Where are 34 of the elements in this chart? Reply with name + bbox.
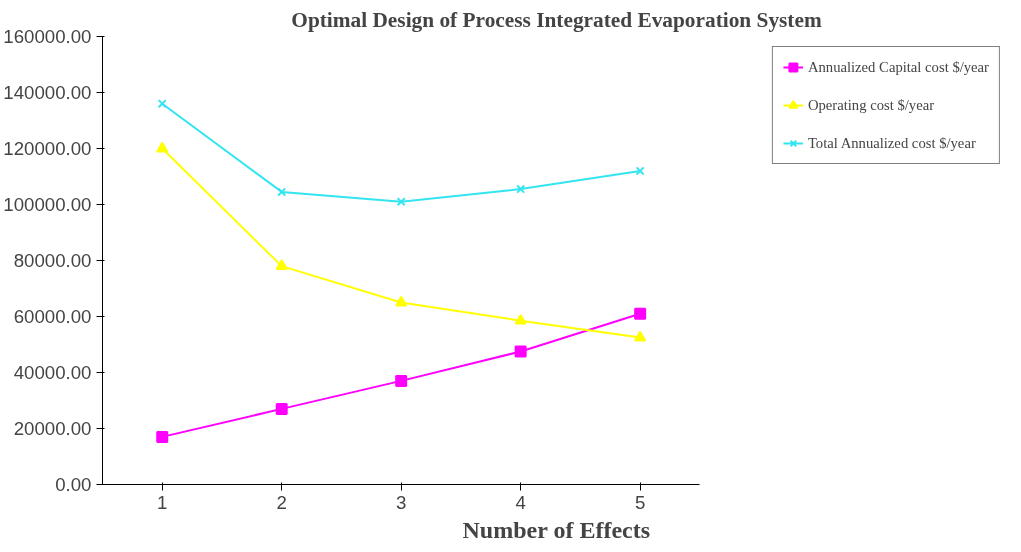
point: [516, 184, 526, 194]
point: [157, 99, 167, 109]
y-tick-label: 20000.00: [13, 418, 92, 439]
point: [514, 345, 527, 358]
legend-label: Operating cost $/year: [807, 96, 935, 114]
point: [275, 402, 288, 415]
y-tick-label: 120000.00: [3, 138, 92, 159]
point: [275, 259, 288, 270]
y-tick-label: 100000.00: [3, 194, 92, 215]
point: [277, 187, 287, 197]
x-tick-label: 2: [276, 491, 287, 513]
x-tick-label: 3: [396, 491, 407, 513]
y-tick-label: 40000.00: [13, 362, 92, 383]
legend-label: Total Annualized cost $/year: [807, 134, 976, 152]
point: [156, 141, 169, 153]
y-tick-label: 160000.00: [3, 26, 92, 47]
legend-label: Annualized Capital cost $/year: [807, 58, 989, 76]
y-tick-label: 0.00: [55, 474, 92, 495]
point: [156, 430, 169, 443]
y-tick-label: 60000.00: [13, 306, 92, 327]
point: [634, 307, 647, 320]
point: [395, 295, 408, 307]
point: [635, 166, 645, 176]
point: [634, 330, 647, 342]
chart-title: Optimal Design of Process Integrated Evaporation System: [291, 7, 822, 32]
x-tick-label: 4: [515, 491, 526, 513]
x-tick-label: 1: [157, 491, 168, 513]
point: [395, 374, 408, 387]
y-tick-label: 140000.00: [3, 82, 92, 103]
point: [396, 197, 406, 207]
point: [514, 313, 527, 325]
y-tick-label: 80000.00: [13, 250, 92, 271]
x-tick-label: 5: [634, 491, 646, 513]
x-axis-title: Number of Effects: [462, 516, 651, 543]
